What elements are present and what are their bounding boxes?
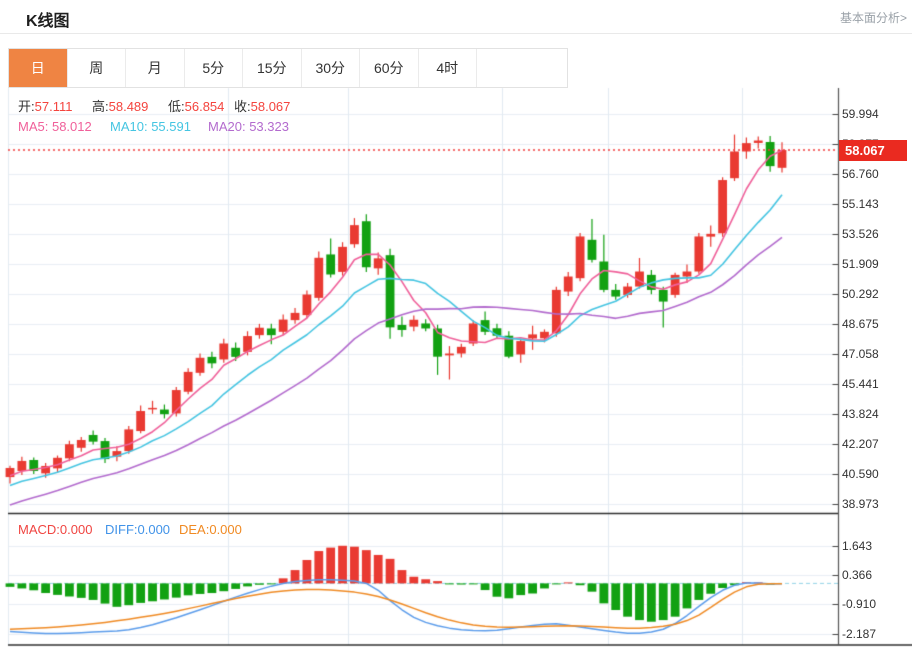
tab-filler — [477, 49, 567, 87]
ma10-value: MA10: 55.591 — [110, 119, 191, 134]
price-tick-label: 40.590 — [842, 467, 879, 482]
price-tick-label: 42.207 — [842, 437, 879, 452]
tab-4时[interactable]: 4时 — [419, 49, 477, 87]
tab-5分[interactable]: 5分 — [185, 49, 243, 87]
price-tick-label: 48.675 — [842, 317, 879, 332]
period-tabbar: 日周月 5分 15分 30分 60分 4时 — [8, 48, 568, 88]
tab-日[interactable]: 日 — [9, 49, 68, 87]
tab-月[interactable]: 月 — [126, 49, 185, 87]
ma20-value: MA20: 53.323 — [208, 119, 289, 134]
ohlc-open: 开:57.111 — [18, 99, 73, 114]
header-divider — [0, 33, 912, 34]
tab-15分[interactable]: 15分 — [243, 49, 302, 87]
macd-tick-label: -2.187 — [842, 626, 877, 641]
ohlc-legend: 开:57.111 高:58.489 低:56.854 收:58.067 — [0, 96, 912, 114]
tab-60分[interactable]: 60分 — [360, 49, 419, 87]
ohlc-close: 收:58.067 — [234, 99, 291, 114]
tab-周[interactable]: 周 — [68, 49, 126, 87]
fundamental-analysis-link[interactable]: 基本面分析> — [839, 11, 907, 25]
macd-value: MACD:0.000 — [18, 522, 93, 537]
price-tick-label: 45.441 — [842, 377, 879, 392]
ohlc-low: 低:56.854 — [168, 99, 225, 114]
price-tick-label: 43.824 — [842, 407, 879, 422]
macd-tick-label: -0.910 — [842, 597, 877, 612]
tab-30分[interactable]: 30分 — [302, 49, 360, 87]
price-tick-label: 47.058 — [842, 347, 879, 362]
ohlc-high: 高:58.489 — [92, 99, 149, 114]
diff-value: DIFF:0.000 — [105, 522, 171, 537]
page-title: K线图 — [26, 13, 70, 30]
macd-tick-label: 0.366 — [842, 568, 873, 582]
price-tick-label: 59.994 — [842, 107, 879, 122]
price-tick-label: 55.143 — [842, 197, 879, 212]
price-tick-label: 38.973 — [842, 497, 879, 512]
dea-value: DEA:0.000 — [179, 522, 242, 537]
price-tick-label: 53.526 — [842, 227, 879, 242]
price-tick-label: 56.760 — [842, 167, 879, 182]
macd-tick-label: 1.643 — [842, 538, 873, 553]
price-tick-label: 50.292 — [842, 287, 879, 302]
price-tick-label: 51.909 — [842, 257, 879, 272]
macd-legend: MACD:0.000 DIFF:0.000 DEA:0.000 — [0, 522, 912, 540]
current-price-badge: 58.067 — [839, 139, 907, 161]
ma5-value: MA5: 58.012 — [18, 119, 92, 134]
ma-legend: MA5: 58.012 MA10: 55.591 MA20: 53.323 — [0, 119, 912, 137]
